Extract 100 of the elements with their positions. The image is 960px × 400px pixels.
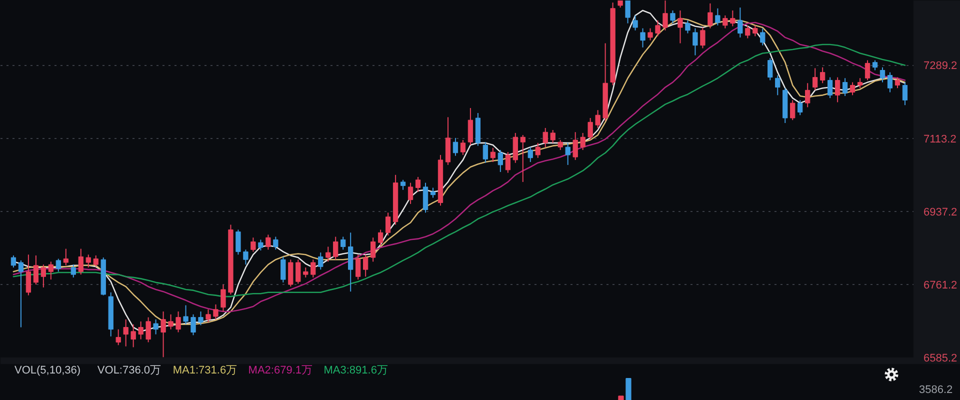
candlestick <box>116 328 121 346</box>
candlestick <box>565 142 570 166</box>
candlestick <box>385 212 391 236</box>
candlestick <box>400 179 406 190</box>
legend-label: MA3:891.6万 <box>324 364 388 376</box>
candlestick <box>18 260 24 328</box>
candlestick <box>408 182 414 204</box>
candlestick <box>318 252 324 270</box>
candlestick <box>258 239 264 251</box>
candlestick <box>812 68 818 91</box>
candlestick <box>78 248 84 276</box>
candlestick <box>70 264 76 278</box>
candlestick <box>730 10 736 27</box>
candlestick <box>273 236 278 250</box>
candlestick <box>243 249 248 266</box>
candlestick <box>550 130 556 144</box>
candlestick <box>670 10 676 24</box>
candlestick <box>26 254 32 296</box>
candlestick <box>40 264 46 288</box>
candlestick <box>752 24 758 37</box>
candlestick <box>678 10 683 44</box>
candlestick <box>692 28 698 56</box>
candlestick <box>588 118 593 141</box>
candlestick <box>850 82 856 96</box>
candlestick <box>86 254 91 268</box>
candlestick <box>722 14 728 29</box>
candlestick <box>176 310 181 333</box>
candlestick <box>700 26 706 49</box>
candlestick <box>648 28 653 41</box>
candlestick <box>625 0 630 24</box>
legend-label: MA1:731.6万 <box>172 364 238 376</box>
candlestick <box>310 259 316 278</box>
candlestick <box>662 0 668 31</box>
candlestick <box>340 236 346 250</box>
candlestick <box>827 76 833 99</box>
candlestick <box>363 254 368 278</box>
candlestick <box>857 78 863 89</box>
candlestick <box>190 314 196 336</box>
candlestick <box>715 8 720 26</box>
candlestick <box>183 304 188 325</box>
candlestick <box>685 20 690 34</box>
candlestick <box>498 149 503 172</box>
candlestick <box>745 24 750 39</box>
candlestick <box>422 182 428 214</box>
candlestick <box>63 248 68 266</box>
candlestick <box>805 82 810 108</box>
candlestick <box>333 236 338 260</box>
candlestick <box>266 234 271 250</box>
candlestick <box>288 259 294 288</box>
candlestick <box>250 237 256 252</box>
candlestick <box>93 254 98 268</box>
candlestick <box>798 100 803 116</box>
chart-title: VOL(5,10,36) <box>14 364 81 376</box>
candlestick <box>864 60 870 81</box>
candlestick <box>236 229 241 256</box>
candlestick <box>198 310 204 326</box>
candlestick <box>415 176 421 192</box>
candlestick <box>632 14 638 31</box>
candlestick <box>558 140 563 150</box>
candlestick <box>655 20 660 37</box>
candlestick <box>842 78 848 96</box>
candlestick <box>56 258 61 272</box>
candlestick <box>535 142 540 158</box>
candlestick <box>490 147 496 163</box>
y-tick-label: 6761.2 <box>924 279 958 292</box>
candlestick <box>452 137 458 156</box>
candlestick <box>902 82 908 106</box>
candlestick <box>595 110 600 128</box>
candlestick <box>542 127 548 148</box>
candlestick <box>33 254 39 286</box>
candlestick <box>168 314 174 330</box>
candlestick <box>10 254 16 268</box>
y-tick-label: 6937.2 <box>924 206 958 218</box>
candlestick <box>872 60 878 71</box>
candlestick <box>894 76 900 89</box>
candlestick <box>326 246 331 262</box>
candlestick <box>505 152 510 174</box>
candlestick <box>280 256 286 283</box>
candlestick <box>206 308 211 323</box>
candlestick <box>512 132 518 164</box>
candlestick <box>528 146 533 163</box>
candlestick <box>482 142 488 164</box>
candlestick <box>430 187 436 198</box>
candlestick <box>468 108 474 146</box>
candlestick <box>303 266 308 278</box>
candlestick <box>123 318 128 347</box>
candlestick <box>834 76 840 103</box>
y-tick-label: 7113.2 <box>924 133 956 146</box>
legend-label: MA2:679.1万 <box>248 364 313 376</box>
y-tick-label: 7289.2 <box>924 60 958 72</box>
candlestick <box>130 324 136 348</box>
candlestick <box>820 66 826 84</box>
candlestick <box>160 310 166 358</box>
candlestick <box>572 132 578 160</box>
candlestick <box>760 28 766 46</box>
candlestick <box>775 74 780 96</box>
candlestick <box>146 316 151 343</box>
candlestick <box>370 237 376 262</box>
text: 3586.2 <box>919 384 953 396</box>
candlestick <box>738 7 743 38</box>
